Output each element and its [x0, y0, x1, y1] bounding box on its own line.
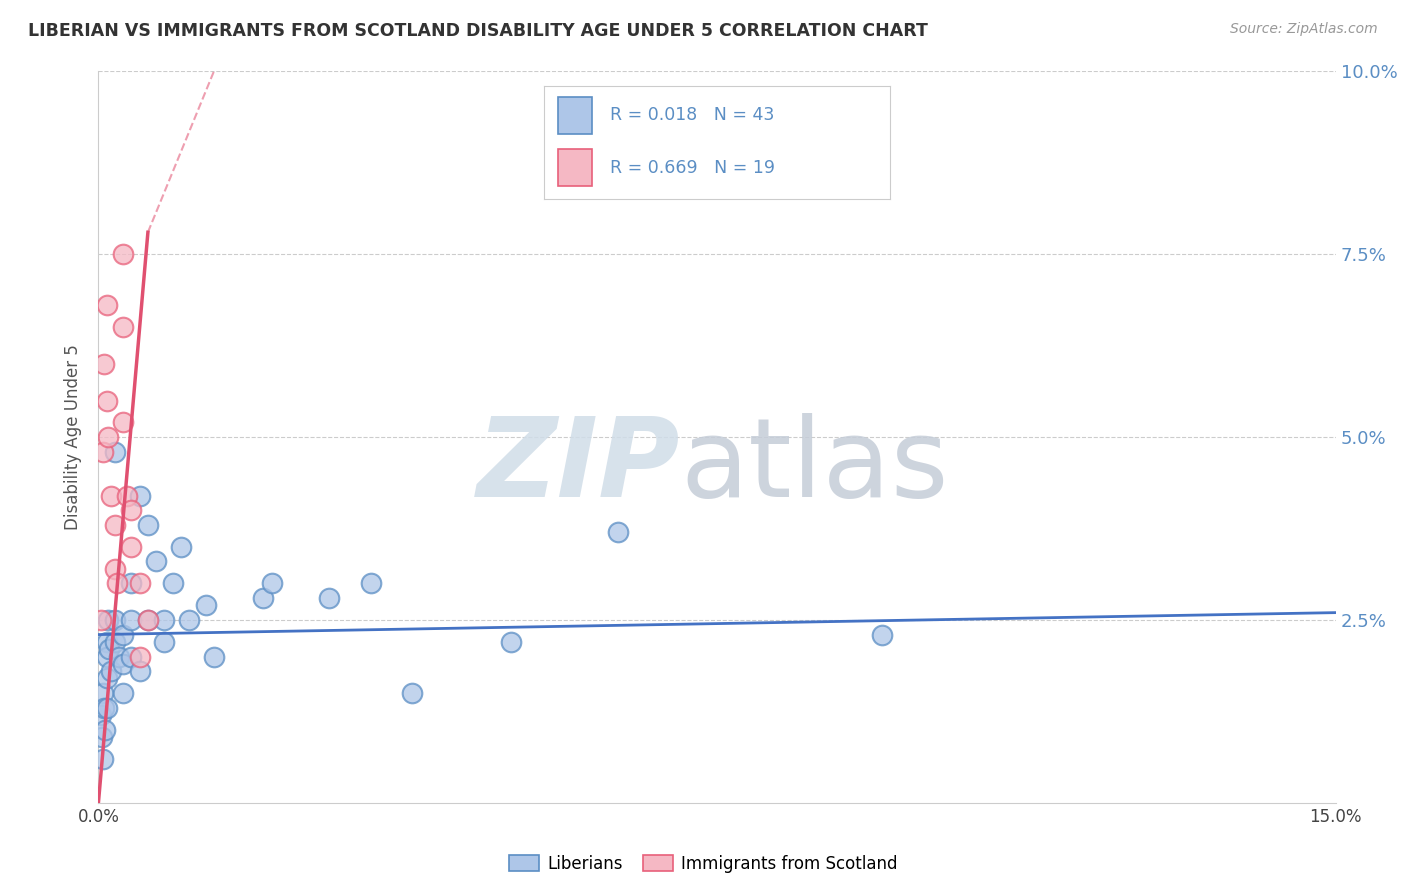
- Point: [128, 576, 150, 591]
- Point: [499, 635, 522, 649]
- Point: [104, 635, 127, 649]
- Point: [260, 576, 283, 591]
- Point: [128, 649, 150, 664]
- Point: [194, 599, 217, 613]
- Point: [136, 613, 159, 627]
- Point: [108, 649, 131, 664]
- Point: [96, 635, 118, 649]
- Point: [120, 503, 142, 517]
- Point: [97, 613, 120, 627]
- Point: [93, 357, 115, 371]
- Point: [100, 489, 122, 503]
- Point: [90, 730, 112, 744]
- Text: LIBERIAN VS IMMIGRANTS FROM SCOTLAND DISABILITY AGE UNDER 5 CORRELATION CHART: LIBERIAN VS IMMIGRANTS FROM SCOTLAND DIS…: [28, 22, 928, 40]
- Point: [98, 642, 121, 657]
- Point: [136, 517, 159, 532]
- Point: [96, 649, 118, 664]
- Point: [401, 686, 423, 700]
- Point: [105, 576, 128, 591]
- Point: [96, 393, 118, 408]
- Point: [112, 686, 135, 700]
- Point: [104, 562, 127, 576]
- Point: [120, 649, 142, 664]
- Point: [96, 700, 118, 714]
- Point: [96, 298, 118, 312]
- Legend: Liberians, Immigrants from Scotland: Liberians, Immigrants from Scotland: [502, 848, 904, 880]
- Point: [128, 664, 150, 678]
- Y-axis label: Disability Age Under 5: Disability Age Under 5: [65, 344, 83, 530]
- Point: [145, 554, 167, 568]
- Point: [117, 489, 139, 503]
- Point: [128, 489, 150, 503]
- Point: [607, 525, 630, 540]
- Point: [97, 430, 120, 444]
- Text: ZIP: ZIP: [477, 413, 681, 520]
- Point: [94, 723, 117, 737]
- Point: [93, 686, 115, 700]
- Point: [252, 591, 274, 605]
- Point: [100, 664, 122, 678]
- Point: [93, 700, 115, 714]
- Point: [179, 613, 201, 627]
- Point: [202, 649, 225, 664]
- Point: [120, 613, 142, 627]
- Text: atlas: atlas: [681, 413, 949, 520]
- Point: [112, 657, 135, 671]
- Point: [104, 517, 127, 532]
- Point: [162, 576, 184, 591]
- Point: [112, 247, 135, 261]
- Point: [104, 444, 127, 458]
- Point: [112, 320, 135, 334]
- Point: [104, 613, 127, 627]
- Point: [120, 540, 142, 554]
- Point: [153, 635, 176, 649]
- Point: [90, 708, 112, 723]
- Point: [90, 613, 112, 627]
- Point: [153, 613, 176, 627]
- Point: [120, 576, 142, 591]
- Point: [112, 627, 135, 641]
- Point: [91, 752, 114, 766]
- Point: [870, 627, 893, 641]
- Point: [360, 576, 382, 591]
- Text: Source: ZipAtlas.com: Source: ZipAtlas.com: [1230, 22, 1378, 37]
- Point: [91, 444, 114, 458]
- Point: [318, 591, 340, 605]
- Point: [96, 672, 118, 686]
- Point: [112, 416, 135, 430]
- Point: [136, 613, 159, 627]
- Point: [170, 540, 193, 554]
